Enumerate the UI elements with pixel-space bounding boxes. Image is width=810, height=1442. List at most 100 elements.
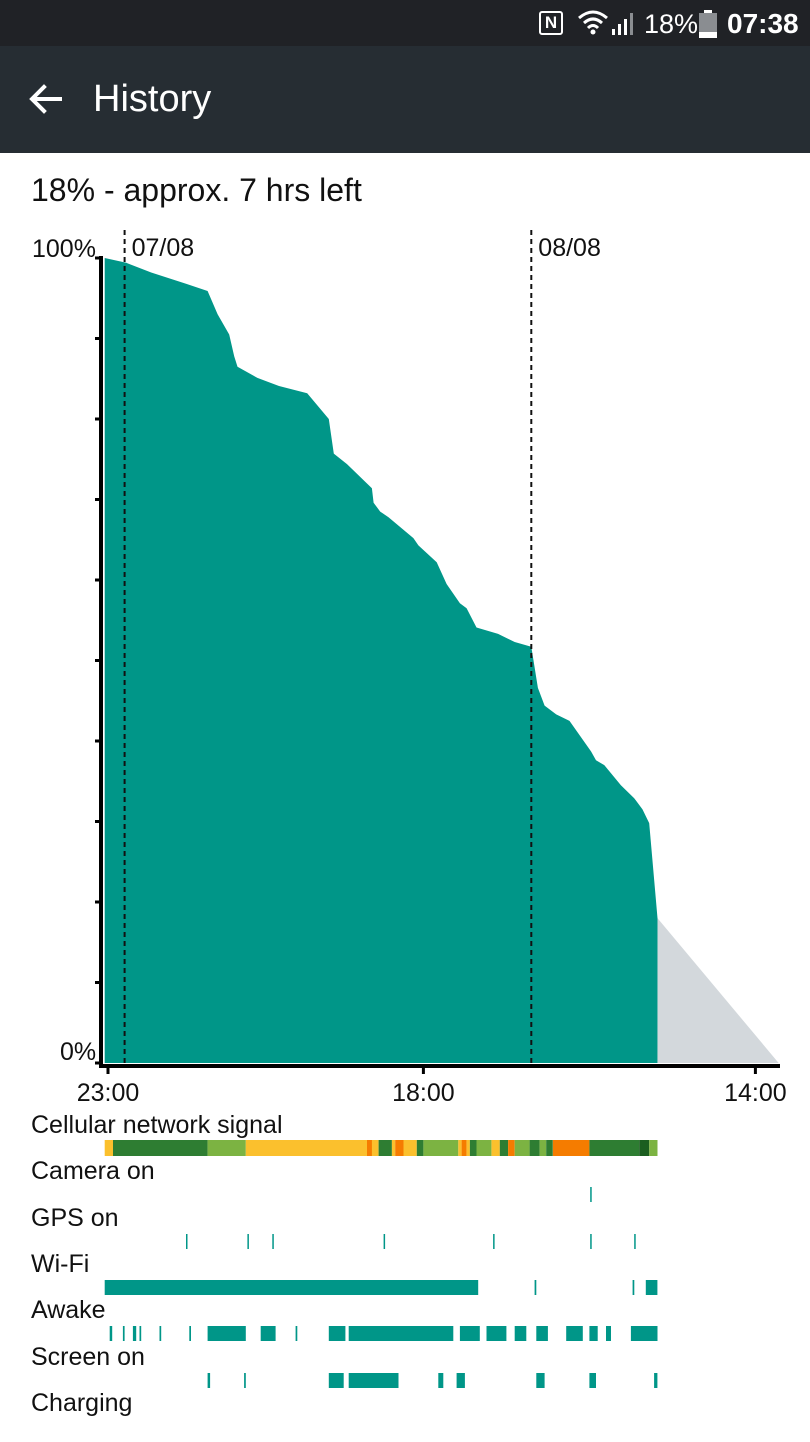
activity-bar	[383, 1233, 386, 1249]
activity-bar	[589, 1326, 598, 1342]
activity-bar	[189, 1326, 191, 1342]
activity-bar	[645, 1279, 658, 1295]
activity-bar	[139, 1326, 142, 1342]
x-tick-label: 23:00	[77, 1079, 140, 1107]
timeline-row-label: Wi-Fi	[31, 1249, 90, 1278]
signal-segment	[207, 1140, 246, 1156]
activity-bar	[589, 1372, 596, 1388]
timeline-row-track	[207, 1372, 658, 1388]
activity-bar	[109, 1326, 113, 1342]
activity-bar	[132, 1326, 137, 1342]
activity-bar	[122, 1326, 125, 1342]
signal-segment	[466, 1140, 470, 1156]
x-tick-label: 14:00	[724, 1079, 787, 1107]
activity-bar	[348, 1372, 399, 1388]
activity-bar	[654, 1372, 658, 1388]
page-title: History	[93, 78, 212, 120]
signal-segment	[113, 1140, 208, 1156]
signal-segment	[391, 1140, 396, 1156]
signal-segment	[371, 1140, 379, 1156]
activity-bar	[244, 1372, 246, 1388]
signal-segment	[552, 1140, 590, 1156]
status-bar: N 18% 07:38	[0, 0, 810, 46]
activity-bar	[630, 1326, 658, 1342]
signal-segment	[639, 1140, 650, 1156]
signal-segment	[539, 1140, 547, 1156]
date-marker-label: 08/08	[538, 234, 601, 262]
signal-segment	[461, 1140, 467, 1156]
activity-bar	[159, 1326, 162, 1342]
signal-segment	[416, 1140, 424, 1156]
activity-bar	[566, 1326, 583, 1342]
signal-segment	[395, 1140, 404, 1156]
signal-segment	[529, 1140, 540, 1156]
activity-bar	[247, 1233, 249, 1249]
battery-history-chart: 07/08 08/08 100% 0% 23:00 18:00 14:00	[32, 230, 787, 1107]
timeline-row-track	[0, 1418, 810, 1442]
activity-bar	[534, 1279, 537, 1295]
activity-bar	[260, 1326, 276, 1342]
signal-segment	[367, 1140, 372, 1156]
activity-bar	[486, 1326, 507, 1342]
activity-bar	[207, 1326, 246, 1342]
battery-level-area	[104, 258, 658, 1063]
activity-bar	[493, 1233, 495, 1249]
y-tick-label: 100%	[32, 235, 96, 263]
battery-summary: 18% - approx. 7 hrs left	[31, 172, 362, 208]
signal-segment	[378, 1140, 392, 1156]
timeline-row-label: Charging	[31, 1388, 133, 1417]
status-clock: 07:38	[727, 8, 799, 39]
activity-bar	[328, 1372, 344, 1388]
activity-bar	[634, 1233, 636, 1249]
battery-percent: 18%	[644, 9, 699, 39]
timeline-row-label: Camera on	[31, 1157, 155, 1186]
activity-bar	[536, 1372, 545, 1388]
timeline-row-label: Screen on	[31, 1342, 145, 1371]
signal-segment	[458, 1140, 462, 1156]
signal-segment	[469, 1140, 477, 1156]
activity-bar	[348, 1326, 454, 1342]
signal-segment	[514, 1140, 530, 1156]
activity-bar	[514, 1326, 527, 1342]
timeline-row-label: Cellular network signal	[31, 1111, 283, 1139]
timeline-row-track	[104, 1140, 658, 1156]
signal-segment	[649, 1140, 658, 1156]
signal-segment	[491, 1140, 500, 1156]
signal-segment	[423, 1140, 459, 1156]
signal-segment	[476, 1140, 492, 1156]
nfc-icon: N	[539, 11, 563, 35]
activity-bar	[590, 1233, 592, 1249]
projection-area	[657, 918, 779, 1063]
battery-icon	[699, 10, 717, 38]
timeline-row-track	[104, 1279, 658, 1295]
signal-segment	[589, 1140, 640, 1156]
activity-bar	[207, 1372, 211, 1388]
signal-segment	[546, 1140, 553, 1156]
activity-bar	[104, 1279, 479, 1295]
timeline-row-track	[186, 1233, 636, 1249]
activity-bar	[590, 1187, 592, 1203]
x-tick-label: 18:00	[392, 1079, 455, 1107]
timeline-row-track	[109, 1326, 658, 1342]
signal-segment	[245, 1140, 367, 1156]
activity-bar	[456, 1372, 465, 1388]
activity-bar	[606, 1326, 611, 1342]
signal-segment	[499, 1140, 509, 1156]
signal-segment	[508, 1140, 515, 1156]
signal-segment	[403, 1140, 417, 1156]
activity-bar	[459, 1326, 480, 1342]
date-marker-label: 07/08	[132, 234, 195, 262]
wifi-icon	[578, 10, 608, 35]
activity-bar	[536, 1326, 548, 1342]
activity-bar	[186, 1233, 188, 1249]
timeline-row-track	[590, 1187, 592, 1203]
timeline-row-label: Awake	[31, 1296, 106, 1325]
activity-bar	[328, 1326, 346, 1342]
activity-bar	[272, 1233, 274, 1249]
activity-bar	[438, 1372, 444, 1388]
y-tick-label: 0%	[60, 1038, 96, 1066]
app-bar: History	[0, 46, 810, 153]
timeline-row-label: GPS on	[31, 1203, 119, 1232]
activity-bar	[295, 1326, 298, 1342]
arrow-left-icon[interactable]	[26, 79, 66, 119]
